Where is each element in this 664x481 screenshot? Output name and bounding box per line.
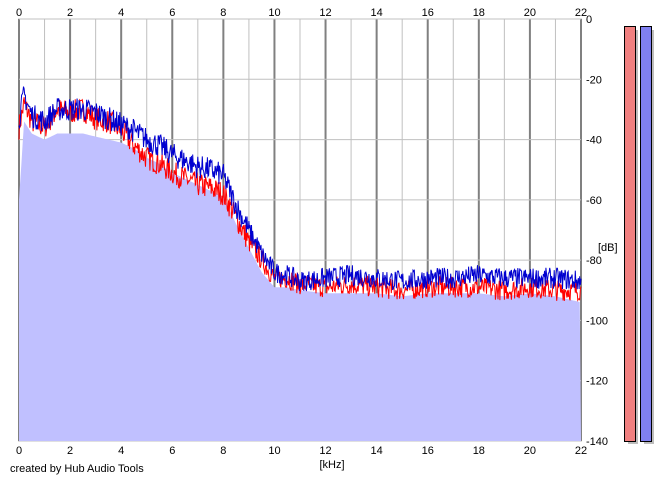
x-tick-label-bottom: 18 [473, 445, 485, 457]
x-tick-label-bottom: 14 [371, 445, 383, 457]
spectrum-fill [19, 121, 581, 441]
x-tick-label-top: 16 [422, 7, 434, 19]
x-unit-label: [kHz] [319, 459, 344, 471]
x-tick-label-bottom: 22 [575, 445, 587, 457]
x-tick-label-bottom: 16 [422, 445, 434, 457]
x-tick-label-top: 6 [169, 7, 175, 19]
x-tick-label-bottom: 20 [524, 445, 536, 457]
x-tick-label-top: 2 [67, 7, 73, 19]
y-tick-label: -120 [586, 376, 608, 388]
x-tick-label-top: 0 [16, 7, 22, 19]
y-tick-label: 0 [586, 14, 592, 26]
y-unit-label: [dB] [598, 242, 618, 254]
x-tick-label-bottom: 8 [220, 445, 226, 457]
series-line-right [18, 86, 582, 292]
x-tick-label-bottom: 6 [169, 445, 175, 457]
y-tick-label: -40 [586, 135, 602, 147]
x-tick-label-top: 20 [524, 7, 536, 19]
y-tick-label: -60 [586, 195, 602, 207]
level-meter-left [624, 26, 636, 442]
x-tick-label-bottom: 2 [67, 445, 73, 457]
x-tick-label-bottom: 12 [319, 445, 331, 457]
y-tick-label: -20 [586, 74, 602, 86]
y-tick-label: -140 [586, 436, 608, 448]
x-tick-label-bottom: 0 [16, 445, 22, 457]
x-tick-label-top: 10 [268, 7, 280, 19]
level-meter-right [640, 26, 652, 442]
credit-text: created by Hub Audio Tools [10, 463, 144, 475]
x-tick-label-top: 22 [575, 7, 587, 19]
x-tick-label-top: 12 [319, 7, 331, 19]
spectrum-area [19, 121, 581, 441]
y-tick-label: -100 [586, 315, 608, 327]
x-tick-label-bottom: 10 [268, 445, 280, 457]
series-lines [18, 86, 582, 302]
x-tick-label-top: 8 [220, 7, 226, 19]
tick-labels: 002244668810101212141416161818202022220-… [16, 7, 608, 457]
y-tick-label: -80 [586, 255, 602, 267]
x-tick-label-top: 18 [473, 7, 485, 19]
x-tick-label-top: 14 [371, 7, 383, 19]
x-tick-label-bottom: 4 [118, 445, 124, 457]
x-tick-label-top: 4 [118, 7, 124, 19]
